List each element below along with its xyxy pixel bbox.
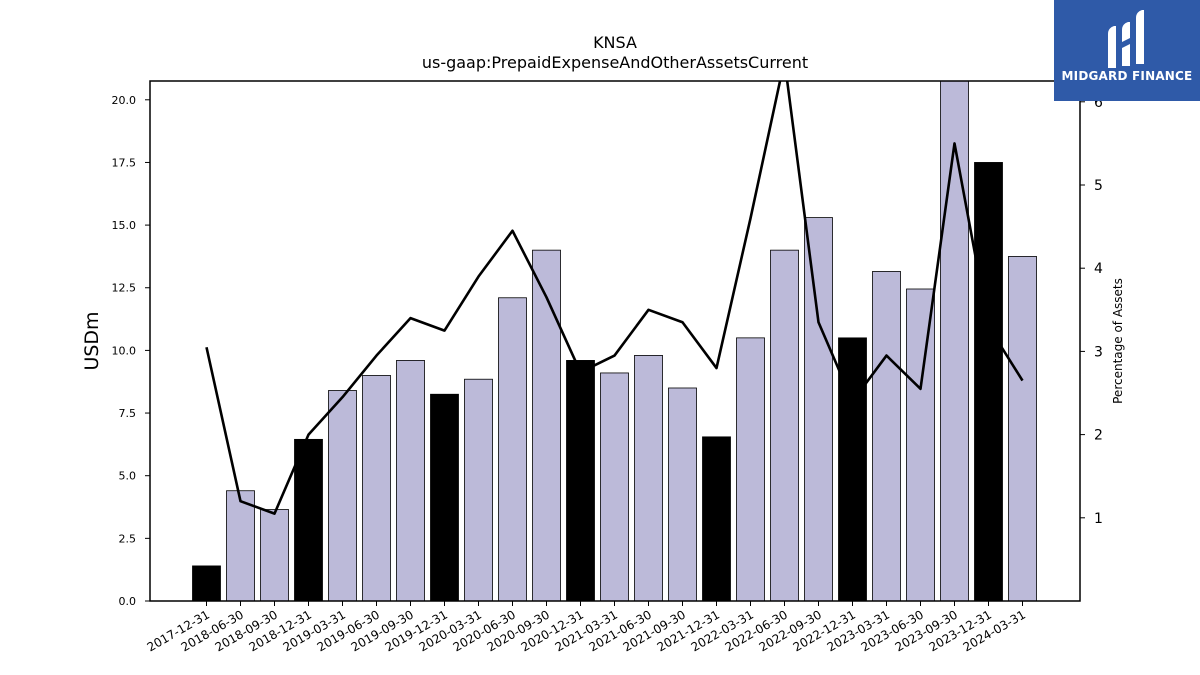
y-tick-label: 15.0 [112,219,137,232]
bar-2021-06-30 [634,355,663,602]
chart-subtitle: us-gaap:PrepaidExpenseAndOtherAssetsCurr… [422,53,808,72]
logo-mark-icon [1108,10,1144,68]
bar-2019-09-30 [396,360,425,602]
y-tick-label: 17.5 [112,156,137,169]
pct-of-assets-line [205,81,1024,515]
logo: MIDGARD FINANCE [1054,0,1200,101]
y2-axis-label: Percentage of Assets [1111,278,1125,404]
chart-title: KNSA [593,33,637,52]
bar-2021-12-31 [702,436,731,602]
bar-2020-03-31 [464,378,493,602]
logo-text: MIDGARD FINANCE [1061,69,1193,83]
bar-2018-06-30 [226,490,255,602]
bar-2022-03-31 [736,337,765,602]
y2-tick-label: 4 [1094,261,1103,277]
bar-2019-06-30 [362,375,391,602]
y2-tick-label: 5 [1094,178,1103,194]
y-tick-label: 12.5 [112,282,137,295]
bar-2023-03-31 [872,271,901,602]
bar-2023-12-31 [974,162,1003,602]
y-tick-label: 5.0 [119,470,137,483]
bar-2020-12-31 [566,360,595,602]
y-tick-label: 10.0 [112,344,137,357]
bar-2019-03-31 [328,390,357,602]
y2-tick-label: 2 [1094,428,1103,444]
x-axis: 2017-12-312018-06-302018-09-302018-12-31… [145,601,1028,654]
bar-2023-06-30 [906,288,935,602]
y-axis-label: USDm [81,311,103,370]
y2-tick-label: 1 [1094,511,1103,527]
bar-2022-06-30 [770,249,799,602]
y2-tick-label: 3 [1094,344,1103,360]
bar-2023-09-30 [940,80,969,602]
bar-2020-06-30 [498,297,527,602]
y-tick-label: 7.5 [119,407,137,420]
y-tick-label: 20.0 [112,94,137,107]
bar-2021-03-31 [600,372,629,602]
bar-2017-12-31 [192,565,221,602]
y2-tick-label: 6 [1094,95,1103,111]
bar-2018-09-30 [260,509,289,602]
bar-2022-09-30 [804,217,833,602]
bar-2021-09-30 [668,387,697,602]
y-axis-right: 1 2 3 4 5 6 [1080,95,1103,527]
bar-2019-12-31 [430,393,459,602]
bar-2020-09-30 [532,249,561,602]
bars-group [192,80,1037,602]
bar-2024-03-31 [1008,256,1037,602]
y-axis-left: 0.0 2.5 5.0 7.5 10.0 12.5 15.0 17.5 20.0 [112,94,150,608]
bar-2018-12-31 [294,438,323,602]
y-tick-label: 2.5 [119,532,137,545]
pct-line-group [205,81,1024,515]
y-tick-label: 0.0 [119,595,137,608]
